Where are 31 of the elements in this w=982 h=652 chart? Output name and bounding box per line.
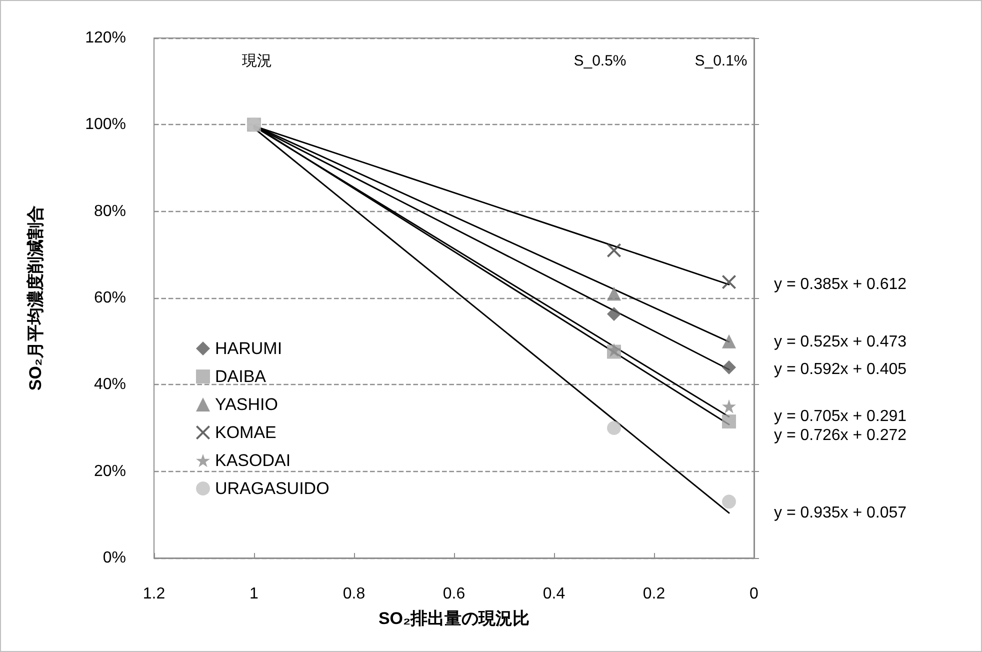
y-tick-label: 80% [94, 202, 126, 220]
x-tick-label: 1 [250, 586, 259, 602]
y-tick-label: 0% [102, 550, 126, 566]
x-tick-label: 0.2 [642, 586, 666, 602]
y-tick-label: 20% [94, 462, 126, 480]
x-tick-label: 0.8 [342, 586, 366, 602]
x-tick-label: 0 [750, 586, 759, 602]
text: y = 0.525x + 0.473 [774, 333, 907, 350]
y-tick-label: 100% [85, 116, 126, 134]
legend-label: KASODAI [215, 451, 291, 470]
text: y = 0.935x + 0.057 [774, 504, 907, 522]
x-tick-label: 0.4 [542, 586, 566, 602]
legend-label: KOMAE [215, 423, 276, 442]
x-tick-label: 1.2 [142, 586, 166, 602]
text: y = 0.385x + 0.612 [774, 276, 907, 294]
x-tick-label: 0.6 [442, 586, 466, 602]
legend-label: HARUMI [215, 339, 282, 358]
text: y = 0.726x + 0.272 [774, 427, 907, 444]
legend-label: YASHIO [215, 395, 278, 414]
annotation: S_0.1% [694, 52, 748, 70]
y-axis-title: SO₂月平均濃度削減割合 [26, 205, 45, 391]
y-tick-label: 60% [94, 290, 126, 306]
y-tick-label: 120% [85, 30, 126, 46]
y-tick-label: 40% [94, 376, 126, 394]
text: y = 0.592x + 0.405 [774, 361, 907, 378]
x-axis-title: SO₂排出量の現況比 [378, 609, 530, 628]
annotation: S_0.5% [574, 52, 626, 70]
legend-label: DAIBA [215, 367, 267, 386]
annotation: 現況 [242, 52, 272, 70]
legend-label: URAGASUIDO [215, 479, 330, 498]
text: y = 0.705x + 0.291 [774, 408, 907, 426]
